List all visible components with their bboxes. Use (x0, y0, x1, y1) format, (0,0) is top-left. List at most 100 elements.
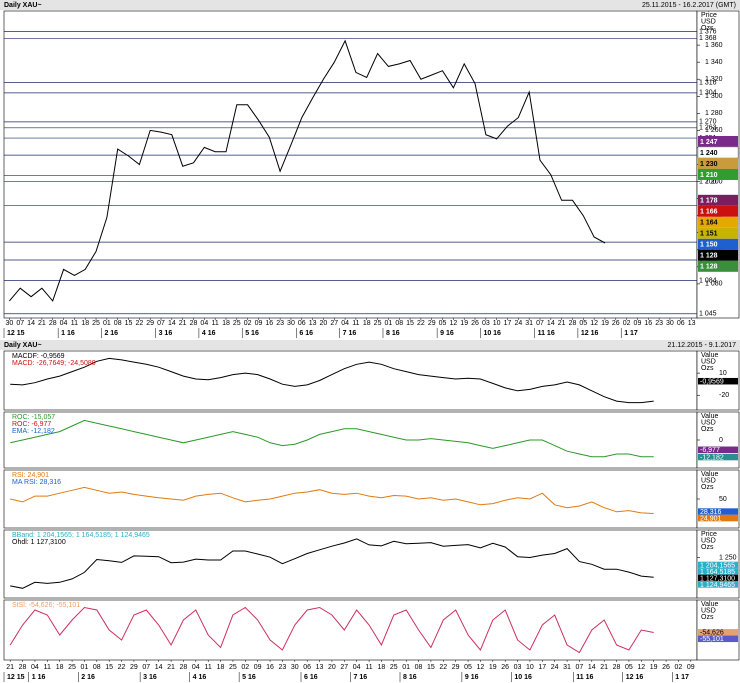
legend-entry: RSI: 24,901 (12, 472, 49, 479)
x-tick-label: 13 (309, 320, 317, 327)
x-tick-label: 04 (341, 320, 349, 327)
plot-area (3, 469, 698, 529)
x-tick-label: 04 (200, 320, 208, 327)
x-tick-label: 24 (551, 664, 559, 671)
x-tick-label: 07 (157, 320, 165, 327)
value-box-label: 1 247 (700, 139, 718, 146)
value-box-label: 1 127,3100 (700, 575, 735, 582)
x-tick-label: 11 (212, 320, 219, 327)
unit-label: Ozs (701, 25, 714, 32)
value-box (698, 227, 738, 239)
unit-label: Ozs (701, 484, 714, 491)
x-tick-label: 21 (6, 664, 14, 671)
x-tick-label: 19 (650, 664, 658, 671)
x-tick-label: 28 (180, 664, 188, 671)
x-group-label: 1 16 (61, 330, 75, 337)
value-box-label: -54,626 (700, 630, 724, 637)
value-box-label: -12,182 (700, 454, 724, 461)
x-tick-label: 04 (60, 320, 68, 327)
x-tick-label: 20 (328, 664, 336, 671)
x-tick-label: 25 (68, 664, 76, 671)
y-tick-label: 1 260 (705, 127, 723, 134)
x-tick-label: 14 (168, 320, 176, 327)
price-line (10, 419, 654, 458)
plot-area (3, 599, 698, 661)
x-tick-label: 26 (471, 320, 479, 327)
x-tick-label: 18 (56, 664, 64, 671)
y-tick-label: -20 (719, 392, 729, 399)
unit-label: Ozs (701, 365, 714, 372)
x-tick-label: 24 (514, 320, 522, 327)
x-group-label: 10 16 (514, 674, 532, 681)
header-bar (0, 340, 740, 350)
price-line (10, 538, 654, 589)
x-tick-label: 21 (179, 320, 187, 327)
unit-label: Price (701, 531, 717, 538)
x-tick-label: 18 (363, 320, 371, 327)
x-group-label: 9 16 (440, 330, 454, 337)
value-box-label: 1 178 (700, 198, 718, 205)
x-tick-label: 21 (38, 320, 46, 327)
x-group-label: 1 17 (624, 330, 638, 337)
level-label: 1 045 (699, 311, 717, 318)
x-tick-label: 04 (192, 664, 200, 671)
x-tick-label: 25 (374, 320, 382, 327)
x-tick-label: 16 (266, 664, 274, 671)
x-tick-label: 04 (31, 664, 39, 671)
legend-entry: BBand: 1 204,1565; 1 164,5185; 1 124,946… (12, 532, 150, 539)
x-tick-label: 08 (415, 664, 423, 671)
x-tick-label: 02 (675, 664, 683, 671)
unit-label: Ozs (701, 614, 714, 621)
x-tick-label: 07 (536, 320, 544, 327)
header-bar (0, 0, 740, 10)
level-label: 1 270 (699, 119, 717, 126)
x-tick-label: 12 (590, 320, 598, 327)
x-tick-label: 14 (27, 320, 35, 327)
x-tick-label: 03 (514, 664, 522, 671)
x-tick-label: 29 (452, 664, 460, 671)
x-tick-label: 07 (576, 664, 584, 671)
value-box (698, 629, 738, 636)
x-tick-label: 30 (666, 320, 674, 327)
x-tick-label: 26 (501, 664, 509, 671)
value-box (698, 514, 738, 522)
x-group-label: 3 16 (143, 674, 157, 681)
unit-label: Value (701, 352, 718, 359)
value-box (698, 377, 738, 385)
x-tick-label: 14 (155, 664, 163, 671)
price-line (10, 486, 654, 514)
x-group-label: 3 16 (159, 330, 173, 337)
x-tick-label: 25 (233, 320, 241, 327)
value-box (698, 508, 738, 515)
x-tick-label: 02 (244, 320, 252, 327)
x-group-label: 2 16 (104, 330, 118, 337)
x-tick-label: 07 (16, 320, 24, 327)
x-tick-label: 19 (601, 320, 609, 327)
x-tick-label: 28 (19, 664, 27, 671)
x-group-label: 6 16 (299, 330, 313, 337)
level-label: 1 200 (699, 178, 717, 185)
x-group-label: 6 16 (304, 674, 318, 681)
x-group-label: 8 16 (403, 674, 417, 681)
y-tick-label: 1 300 (705, 93, 723, 100)
x-tick-label: 28 (49, 320, 57, 327)
value-box (698, 260, 738, 272)
plot-area (3, 350, 698, 411)
level-label: 1 304 (699, 90, 717, 97)
unit-label: Ozs (701, 426, 714, 433)
x-tick-label: 01 (385, 320, 393, 327)
x-tick-label: 14 (547, 320, 555, 327)
x-group-label: 11 16 (576, 674, 593, 681)
x-tick-label: 05 (625, 664, 633, 671)
x-group-label: 2 16 (81, 674, 95, 681)
price-line (9, 39, 606, 302)
x-tick-label: 22 (135, 320, 143, 327)
x-tick-label: 05 (464, 664, 472, 671)
x-tick-label: 31 (563, 664, 571, 671)
x-tick-label: 08 (395, 320, 403, 327)
x-tick-label: 11 (44, 664, 51, 671)
x-tick-label: 21 (558, 320, 566, 327)
x-tick-label: 23 (279, 664, 287, 671)
legend-entry: MA RSI: 28,316 (12, 479, 61, 486)
